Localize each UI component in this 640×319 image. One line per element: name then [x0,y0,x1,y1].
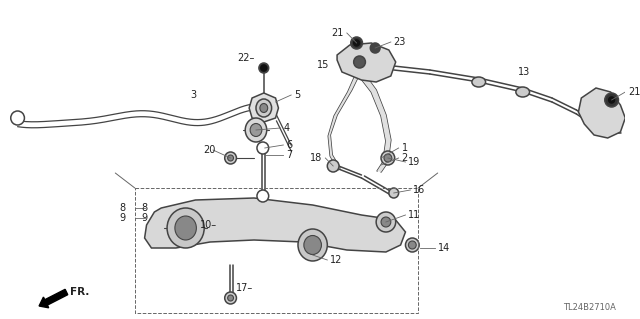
Text: 21: 21 [332,28,344,38]
Text: 10–: 10– [200,220,218,230]
Circle shape [225,292,236,304]
Circle shape [261,65,267,71]
Circle shape [408,241,416,249]
Circle shape [257,142,269,154]
Polygon shape [579,88,625,138]
Circle shape [228,155,234,161]
Text: 4: 4 [284,123,289,133]
Text: 17–: 17– [236,283,253,293]
Text: 6: 6 [286,140,292,150]
Ellipse shape [516,87,529,97]
Text: 18: 18 [310,153,323,163]
Circle shape [371,43,380,53]
Text: 19: 19 [408,157,420,167]
Text: 8: 8 [119,203,125,213]
Circle shape [228,295,234,301]
Ellipse shape [167,208,204,248]
Text: 9: 9 [141,213,148,223]
Ellipse shape [298,229,327,261]
Ellipse shape [304,235,321,255]
Polygon shape [249,93,278,122]
Ellipse shape [245,118,267,142]
Text: 11: 11 [408,210,420,220]
Text: 14: 14 [438,243,450,253]
Circle shape [354,40,360,46]
Circle shape [384,154,392,162]
Circle shape [609,97,614,103]
Circle shape [259,63,269,73]
Ellipse shape [260,103,268,113]
Text: 5: 5 [294,90,300,100]
Text: 22–: 22– [237,53,255,63]
Circle shape [605,93,618,107]
Text: FR.: FR. [70,287,90,297]
Circle shape [376,212,396,232]
Circle shape [11,111,24,125]
Ellipse shape [472,77,486,87]
Text: TL24B2710A: TL24B2710A [563,303,616,312]
Text: 13: 13 [518,67,530,77]
Polygon shape [337,43,396,82]
Circle shape [381,151,395,165]
Text: 3: 3 [191,90,196,100]
Text: 2: 2 [401,153,408,163]
Text: 21: 21 [628,87,640,97]
Circle shape [389,188,399,198]
Text: 23: 23 [394,37,406,47]
Polygon shape [145,198,406,252]
Circle shape [351,37,362,49]
Circle shape [381,217,391,227]
Text: 16: 16 [413,185,426,195]
Polygon shape [328,70,362,170]
Text: 8: 8 [141,203,148,213]
Ellipse shape [175,216,196,240]
Circle shape [327,160,339,172]
Text: 12: 12 [330,255,342,265]
Text: 7: 7 [286,150,292,160]
Circle shape [225,152,236,164]
Text: 20: 20 [204,145,216,155]
Bar [135,188,418,313]
Text: 15: 15 [317,60,329,70]
Circle shape [257,190,269,202]
FancyArrow shape [39,289,68,308]
Ellipse shape [250,123,262,137]
Text: 9: 9 [119,213,125,223]
Circle shape [406,238,419,252]
Polygon shape [356,70,391,172]
Text: 1: 1 [401,143,408,153]
Ellipse shape [256,99,271,117]
Circle shape [354,56,365,68]
